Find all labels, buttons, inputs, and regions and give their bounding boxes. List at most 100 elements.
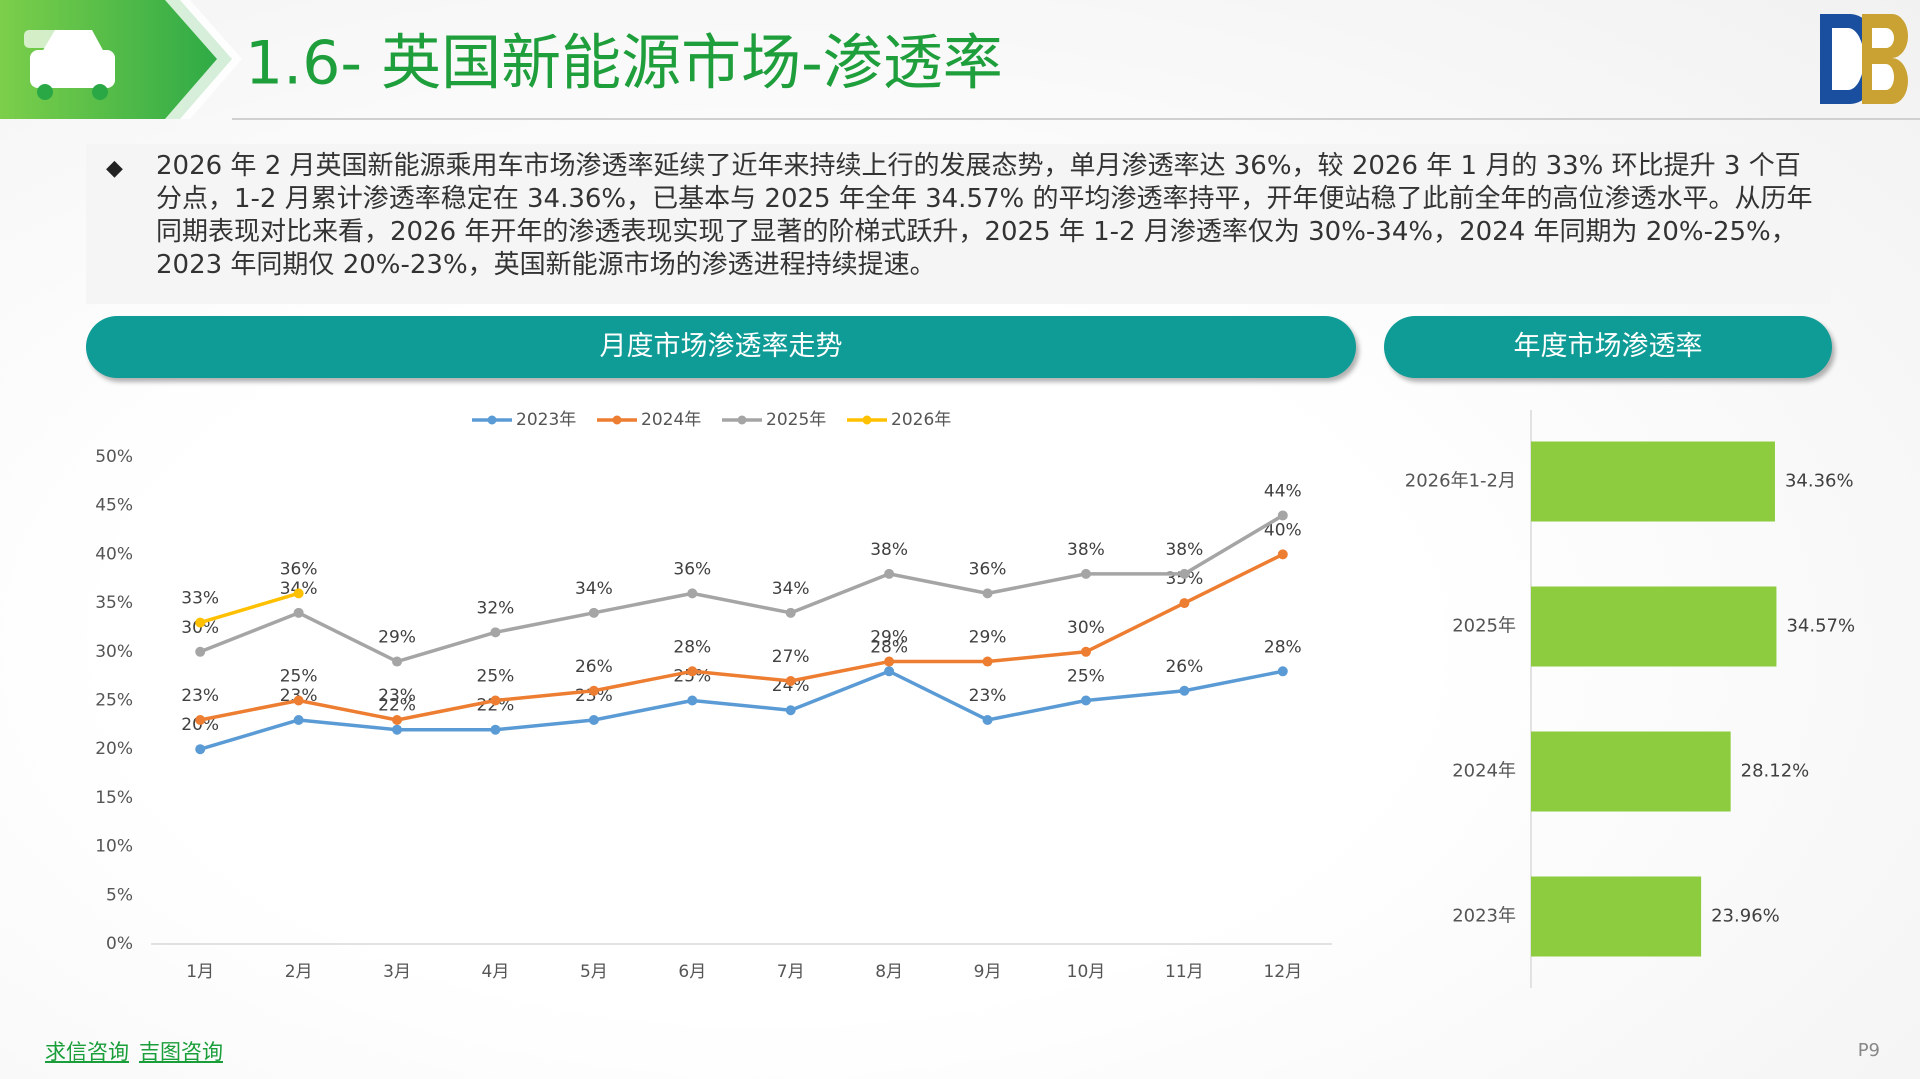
data-label: 32%: [477, 598, 515, 618]
data-label: 25%: [280, 667, 318, 687]
point: [1179, 685, 1190, 696]
point: [392, 714, 403, 725]
data-label: 29%: [378, 628, 416, 648]
data-label: 29%: [969, 628, 1007, 648]
data-label: 28.12%: [1741, 761, 1810, 782]
data-label: 23%: [378, 686, 416, 706]
series-line: [199, 513, 1284, 664]
section-header: 年度市场渗透率: [1384, 316, 1832, 378]
y-tick-label: 30%: [95, 642, 133, 662]
point: [687, 695, 698, 706]
data-label: 22%: [378, 696, 416, 716]
series-line: [199, 669, 1284, 751]
legend-marker: [737, 415, 747, 425]
data-label: 25%: [1067, 667, 1105, 687]
point: [195, 646, 206, 657]
point: [884, 666, 895, 677]
point: [293, 588, 304, 599]
point: [785, 607, 796, 618]
point: [195, 744, 206, 755]
point: [392, 724, 403, 735]
y-tick-label: 5%: [106, 885, 133, 905]
data-label: 36%: [280, 559, 318, 579]
y-tick-label: 45%: [95, 496, 133, 516]
y-tick-label: 10%: [95, 837, 133, 857]
x-tick-label: 11月: [1165, 962, 1204, 982]
y-tick-label: 15%: [95, 788, 133, 808]
series-line: [199, 591, 300, 625]
data-label: 23%: [181, 686, 219, 706]
y-tick-label: 2023年: [1452, 906, 1516, 927]
footer-link[interactable]: 求信咨询: [45, 1040, 129, 1064]
bar: [1531, 586, 1777, 667]
x-tick-label: 4月: [482, 962, 510, 982]
x-tick-label: 10月: [1067, 962, 1106, 982]
point: [687, 588, 698, 599]
point: [293, 695, 304, 706]
data-label: 30%: [1067, 618, 1105, 638]
logo: [1820, 14, 1908, 104]
legend-marker: [612, 415, 622, 425]
point: [588, 685, 599, 696]
data-label: 28%: [870, 637, 908, 657]
y-tick-label: 20%: [95, 739, 133, 759]
data-label: 36%: [673, 559, 711, 579]
legend-marker: [487, 415, 497, 425]
point: [588, 714, 599, 725]
data-label: 25%: [477, 667, 515, 687]
page-title: 1.6- 英国新能源市场-渗透率: [245, 29, 1003, 99]
point: [392, 656, 403, 667]
footer-link[interactable]: 吉图咨询: [139, 1040, 223, 1064]
page-number: P9: [1857, 1040, 1880, 1061]
point: [293, 607, 304, 618]
point: [785, 705, 796, 716]
data-label: 26%: [575, 657, 613, 677]
data-label: 26%: [1165, 657, 1203, 677]
car-icon: [24, 30, 115, 100]
bullet: ◆: [106, 156, 123, 181]
point: [490, 695, 501, 706]
point: [588, 607, 599, 618]
y-tick-label: 2026年1-2月: [1405, 471, 1516, 492]
point: [982, 714, 993, 725]
data-label: 38%: [1067, 540, 1105, 560]
x-tick-label: 7月: [777, 962, 805, 982]
x-tick-label: 3月: [383, 962, 411, 982]
data-label: 28%: [1264, 637, 1302, 657]
data-label: 40%: [1264, 520, 1302, 540]
data-label: 28%: [673, 637, 711, 657]
summary-text: 2026 年 2 月英国新能源乘用车市场渗透率延续了近年来持续上行的发展态势，单…: [156, 151, 1813, 280]
x-tick-label: 8月: [875, 962, 903, 982]
point: [1179, 568, 1190, 579]
data-label: 34%: [772, 579, 810, 599]
bar: [1531, 876, 1702, 957]
data-label: 34.36%: [1785, 471, 1854, 492]
point: [1277, 666, 1288, 677]
legend-label: 2024年: [641, 410, 701, 430]
data-label: 34%: [575, 579, 613, 599]
legend-label: 2025年: [766, 410, 826, 430]
point: [1179, 598, 1190, 609]
data-label: 23.96%: [1711, 906, 1780, 927]
x-tick-label: 2月: [285, 962, 313, 982]
point: [1277, 549, 1288, 560]
data-label: 44%: [1264, 481, 1302, 501]
series-line: [199, 552, 1284, 722]
y-tick-label: 25%: [95, 691, 133, 711]
x-tick-label: 6月: [678, 962, 706, 982]
summary-box: ◆ 2026 年 2 月英国新能源乘用车市场渗透率延续了近年来持续上行的发展态势，…: [86, 144, 1831, 304]
data-label: 30%: [181, 618, 219, 638]
legend-marker: [862, 415, 872, 425]
data-label: 38%: [1165, 540, 1203, 560]
point: [687, 666, 698, 677]
point: [490, 627, 501, 638]
y-tick-label: 2024年: [1452, 761, 1516, 782]
data-label: 33%: [181, 589, 219, 609]
point: [1277, 510, 1288, 521]
y-tick-label: 2025年: [1452, 616, 1516, 637]
x-tick-label: 1月: [186, 962, 214, 982]
data-label: 29%: [870, 628, 908, 648]
y-tick-label: 0%: [106, 934, 133, 954]
data-label: 34.57%: [1786, 616, 1855, 637]
